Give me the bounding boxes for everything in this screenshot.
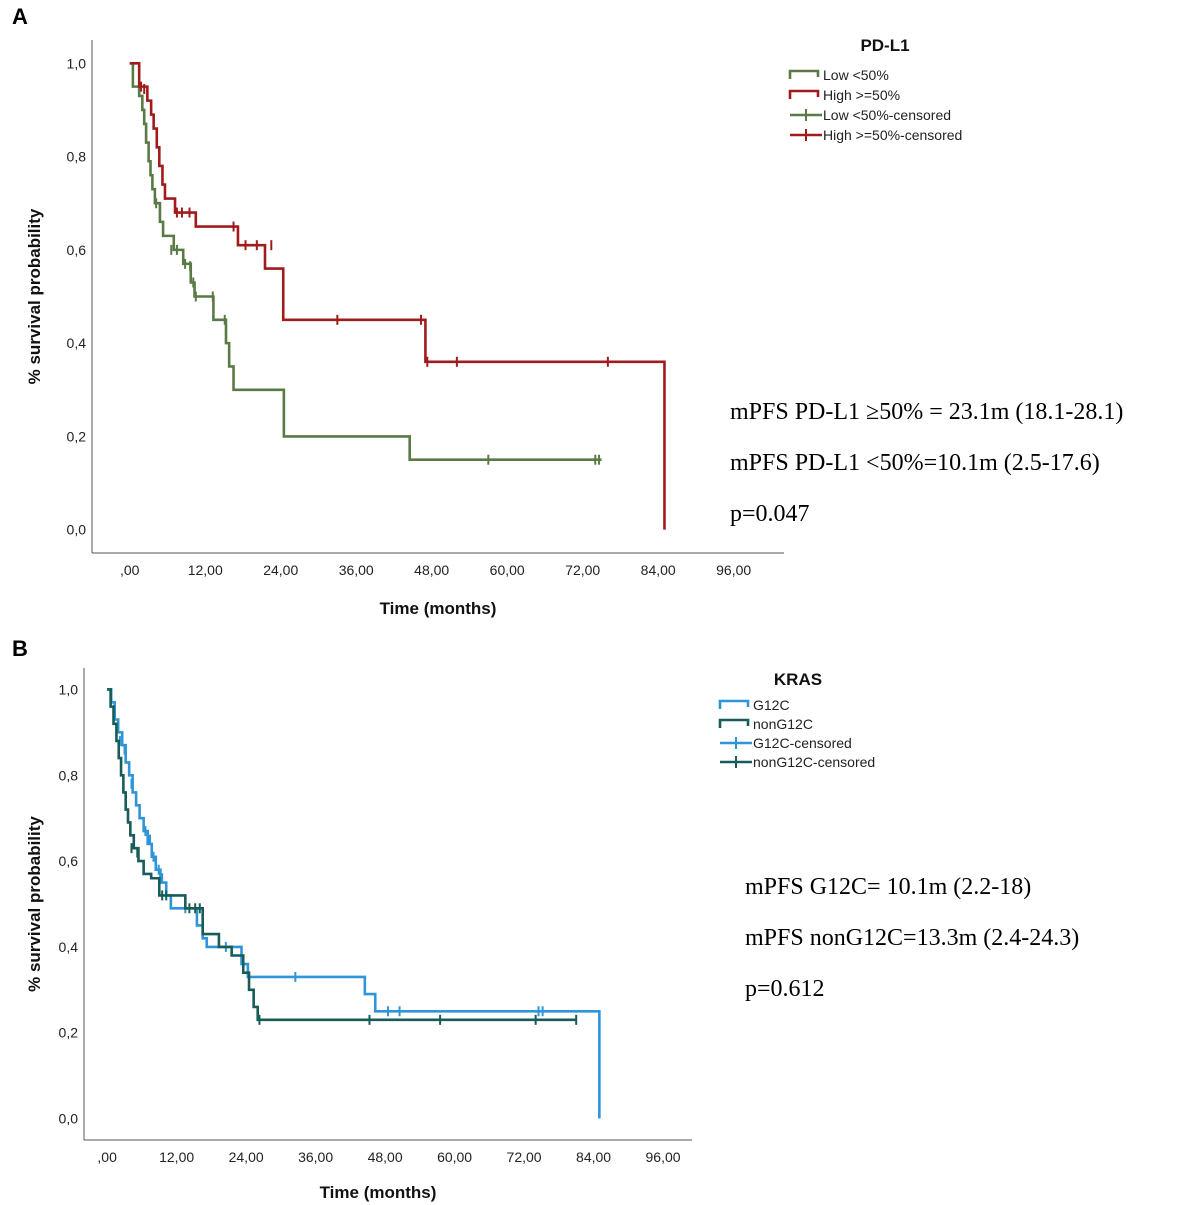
x-axis-title: Time (months) bbox=[320, 1183, 437, 1202]
stat-annotation: p=0.047 bbox=[730, 501, 810, 527]
legend-title: PD-L1 bbox=[860, 36, 909, 55]
x-tick-label: ,00 bbox=[120, 562, 140, 578]
legend-entry-label: nonG12C bbox=[753, 716, 813, 732]
survival-curve-nong12c bbox=[107, 688, 577, 1022]
survival-curve-g12c bbox=[107, 688, 601, 1119]
legend-title: KRAS bbox=[774, 670, 822, 689]
y-axis-title: % survival probability bbox=[25, 816, 44, 992]
survival-curve-low-50- bbox=[129, 62, 602, 462]
y-tick-label: 0,0 bbox=[67, 522, 87, 538]
legend-entry-label: G12C bbox=[753, 697, 790, 713]
x-tick-label: 60,00 bbox=[437, 1149, 472, 1165]
x-tick-label: 24,00 bbox=[229, 1149, 264, 1165]
panel-label: A bbox=[12, 4, 28, 29]
y-tick-label: 0,6 bbox=[59, 853, 79, 869]
chart-panel-a: A 0,0 0,2 0,4 0,6 0,8 1,0 ,00 12,00 24,00 36,00 48,… bbox=[12, 4, 1123, 618]
x-tick-label: 60,00 bbox=[490, 562, 525, 578]
legend-entry-label: Low <50% bbox=[823, 67, 889, 83]
legend-entry-label: nonG12C-censored bbox=[753, 754, 875, 770]
x-tick-label: 96,00 bbox=[646, 1149, 681, 1165]
stat-annotation: mPFS PD-L1 <50%=10.1m (2.5-17.6) bbox=[730, 450, 1100, 476]
legend-line-symbol bbox=[718, 718, 750, 728]
legend-line-symbol bbox=[788, 89, 820, 99]
y-tick-label: 0,6 bbox=[67, 242, 87, 258]
stat-annotation: mPFS nonG12C=13.3m (2.4-24.3) bbox=[745, 925, 1079, 951]
panel-label: B bbox=[12, 636, 28, 661]
survival-curve-high-50- bbox=[129, 62, 666, 530]
y-tick-label: 0,8 bbox=[59, 767, 79, 783]
x-tick-label: 48,00 bbox=[368, 1149, 403, 1165]
legend-entry-label: High >=50%-censored bbox=[823, 127, 962, 143]
x-tick-label: 36,00 bbox=[339, 562, 374, 578]
x-tick-label: 12,00 bbox=[188, 562, 223, 578]
x-tick-label: 84,00 bbox=[576, 1149, 611, 1165]
x-tick-label: 84,00 bbox=[641, 562, 676, 578]
y-tick-label: 0,4 bbox=[67, 335, 87, 351]
legend-entry-label: Low <50%-censored bbox=[823, 107, 951, 123]
legend-entry-label: G12C-censored bbox=[753, 735, 852, 751]
y-tick-label: 0,0 bbox=[59, 1111, 79, 1127]
x-tick-label: 96,00 bbox=[716, 562, 751, 578]
stat-annotation: p=0.612 bbox=[745, 976, 825, 1002]
legend-line-symbol bbox=[718, 699, 750, 709]
stat-annotation: mPFS G12C= 10.1m (2.2-18) bbox=[745, 874, 1031, 900]
x-tick-label: 48,00 bbox=[414, 562, 449, 578]
legend-entry-label: High >=50% bbox=[823, 87, 900, 103]
x-tick-label: 72,00 bbox=[565, 562, 600, 578]
y-tick-label: 1,0 bbox=[67, 55, 87, 71]
y-tick-label: 0,2 bbox=[67, 428, 87, 444]
chart-panel-b: B 0,0 0,2 0,4 0,6 0,8 1,0 ,00 12,00 24,00 36,00 48,… bbox=[12, 636, 1079, 1202]
y-tick-label: 0,8 bbox=[67, 149, 87, 165]
y-tick-label: 1,0 bbox=[59, 681, 79, 697]
x-tick-label: 36,00 bbox=[298, 1149, 333, 1165]
x-tick-label: 12,00 bbox=[159, 1149, 194, 1165]
x-tick-label: 24,00 bbox=[263, 562, 298, 578]
x-tick-label: ,00 bbox=[97, 1149, 117, 1165]
legend-line-symbol bbox=[788, 69, 820, 79]
y-tick-label: 0,2 bbox=[59, 1025, 79, 1041]
y-tick-label: 0,4 bbox=[59, 939, 79, 955]
stat-annotation: mPFS PD-L1 ≥50% = 23.1m (18.1-28.1) bbox=[730, 399, 1123, 425]
y-axis-title: % survival probability bbox=[25, 208, 44, 384]
x-axis-title: Time (months) bbox=[380, 599, 497, 618]
x-tick-label: 72,00 bbox=[507, 1149, 542, 1165]
